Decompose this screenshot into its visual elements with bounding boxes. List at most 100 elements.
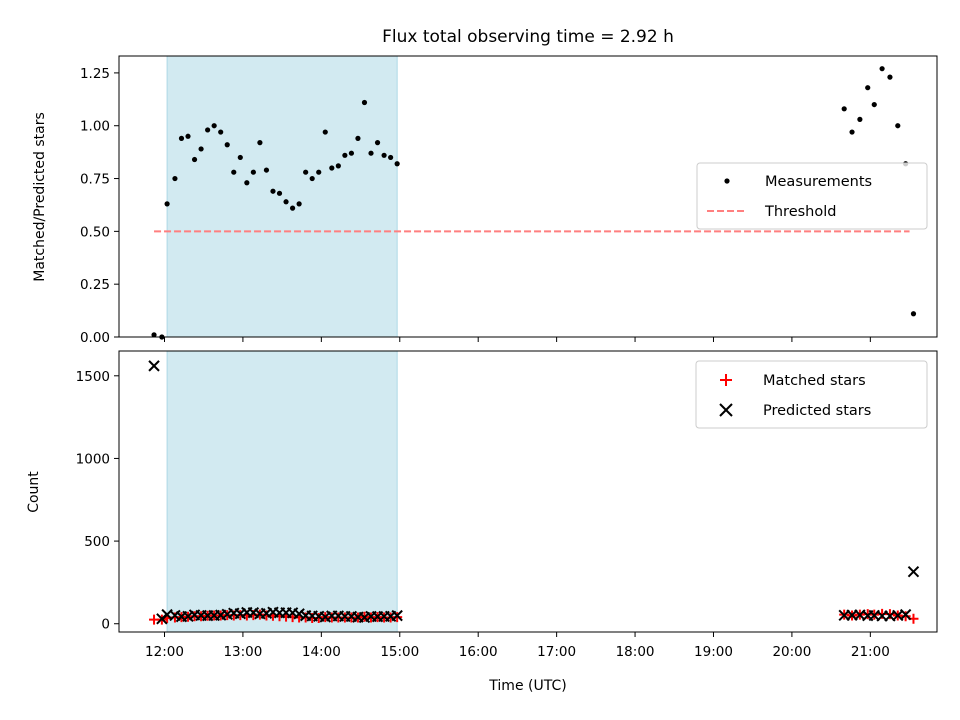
legend-matched-label: Matched stars xyxy=(763,373,866,389)
measurement-point xyxy=(257,140,263,146)
top-axes-frame xyxy=(118,55,938,338)
legend-threshold-label: Threshold xyxy=(764,204,836,220)
measurement-point xyxy=(329,165,335,171)
top-x-ticks xyxy=(163,337,871,342)
top-legend: Measurements Threshold xyxy=(696,162,928,230)
measurement-point xyxy=(244,180,250,186)
measurement-point xyxy=(185,133,191,139)
measurement-point xyxy=(895,123,901,129)
x-tick-label: 13:00 xyxy=(223,644,262,660)
y-tick-label: 1.00 xyxy=(80,119,110,135)
measurement-point xyxy=(388,154,394,161)
top-panel: 0.00 0.25 0.50 0.75 1.00 1.25 Matched/Predict… xyxy=(32,55,938,346)
measurement-point xyxy=(231,169,237,175)
x-tick-label: 18:00 xyxy=(616,644,655,660)
measurement-point xyxy=(342,152,348,158)
bottom-legend: Matched stars Predicted stars xyxy=(695,360,928,429)
measurement-point xyxy=(910,311,917,317)
measurement-point xyxy=(205,127,211,133)
shaded-region xyxy=(166,350,398,633)
legend-matched-marker xyxy=(720,374,732,386)
predicted-stars-points xyxy=(148,360,920,625)
shaded-region xyxy=(166,55,398,338)
bottom-x-ticks: 12:00 13:00 14:00 15:00 16:00 17:00 18:00 19:00… xyxy=(145,632,890,660)
measurement-point xyxy=(164,201,170,207)
matched-star-point xyxy=(884,609,895,620)
measurement-point xyxy=(368,150,374,156)
measurement-point xyxy=(381,152,387,158)
measurement-point xyxy=(322,129,328,135)
bottom-axes-frame xyxy=(118,350,938,633)
legend-predicted-marker xyxy=(719,403,733,417)
measurement-point xyxy=(316,169,322,175)
measurement-point xyxy=(151,332,157,338)
measurement-point xyxy=(849,129,855,135)
measurement-point xyxy=(348,150,355,156)
x-tick-label: 20:00 xyxy=(772,644,811,660)
y-tick-label: 0 xyxy=(101,617,110,633)
measurement-point xyxy=(178,135,185,141)
measurement-point xyxy=(296,201,302,207)
legend-measurements-label: Measurements xyxy=(765,174,872,190)
measurement-point xyxy=(309,175,315,182)
measurement-point xyxy=(191,156,198,163)
measurement-point xyxy=(276,190,283,196)
top-legend-box xyxy=(696,162,928,230)
measurement-points xyxy=(151,66,917,340)
bottom-y-axis-label: Count xyxy=(26,471,42,513)
top-y-ticks: 0.00 0.25 0.50 0.75 1.00 1.25 xyxy=(80,66,119,346)
measurement-point xyxy=(871,101,877,108)
legend-measurements-marker xyxy=(724,178,730,184)
chart-title: Flux total observing time = 2.92 h xyxy=(382,27,674,47)
measurement-point xyxy=(172,175,178,182)
measurement-point xyxy=(887,74,893,80)
x-tick-label: 14:00 xyxy=(302,644,341,660)
measurement-point xyxy=(224,142,230,148)
y-tick-label: 1500 xyxy=(76,369,110,385)
bottom-legend-box xyxy=(695,360,928,429)
measurement-point xyxy=(394,161,400,167)
measurement-point xyxy=(841,106,847,112)
predicted-star-point xyxy=(148,360,160,372)
matched-star-point xyxy=(392,612,403,623)
measurement-point xyxy=(374,140,381,146)
bottom-y-ticks: 0 500 1000 1500 xyxy=(76,369,119,633)
measurement-point xyxy=(857,116,863,122)
x-tick-label: 21:00 xyxy=(851,644,890,660)
predicted-star-point xyxy=(293,608,305,620)
measurement-point xyxy=(211,123,217,129)
x-tick-label: 15:00 xyxy=(380,644,419,660)
bottom-panel: 0 500 1000 1500 12:00 13:00 14:00 15:00 16:00 17… xyxy=(26,350,938,694)
predicted-star-point xyxy=(907,565,920,578)
legend-predicted-label: Predicted stars xyxy=(763,403,871,419)
x-tick-label: 17:00 xyxy=(537,644,576,660)
x-tick-label: 12:00 xyxy=(145,644,184,660)
x-tick-label: 16:00 xyxy=(459,644,498,660)
bottom-shaded-interval xyxy=(166,350,398,633)
measurement-point xyxy=(250,169,256,175)
measurement-point xyxy=(283,199,289,205)
y-tick-label: 0.00 xyxy=(80,330,110,346)
y-tick-label: 500 xyxy=(84,534,110,550)
measurement-point xyxy=(355,135,361,141)
measurement-point xyxy=(198,146,204,152)
measurement-point xyxy=(361,99,368,106)
top-y-axis-label: Matched/Predicted stars xyxy=(32,112,48,282)
predicted-star-point xyxy=(899,608,912,621)
top-shaded-interval xyxy=(166,55,398,338)
y-tick-label: 0.25 xyxy=(80,277,110,293)
y-tick-label: 1.25 xyxy=(80,66,110,82)
measurement-point xyxy=(289,205,296,211)
measurement-point xyxy=(218,129,224,135)
y-tick-label: 1000 xyxy=(76,451,110,467)
matched-star-point xyxy=(900,611,911,622)
measurement-point xyxy=(263,167,270,173)
measurement-point xyxy=(237,154,243,161)
y-tick-label: 0.50 xyxy=(80,224,110,240)
measurement-point xyxy=(865,85,871,91)
measurement-point xyxy=(879,66,885,72)
x-axis-label: Time (UTC) xyxy=(488,678,566,694)
measurement-point xyxy=(270,188,276,194)
measurement-point xyxy=(303,169,309,175)
